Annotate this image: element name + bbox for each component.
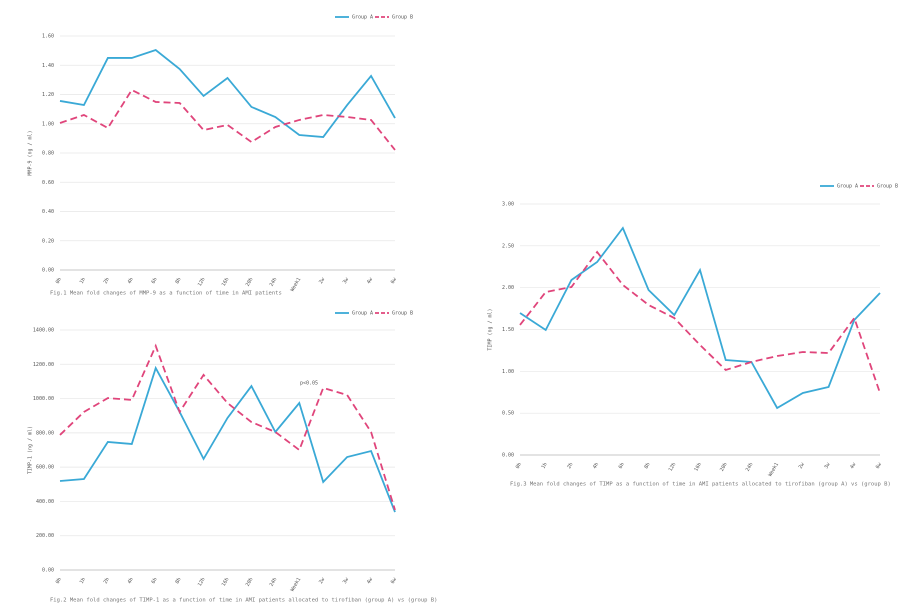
- x-tick-label: 1h: [79, 277, 87, 285]
- legend-label: Group A: [352, 311, 373, 317]
- x-tick-label: 6h: [618, 462, 626, 470]
- x-tick-label: 2h: [103, 277, 111, 285]
- y-tick-label: 600.00: [36, 465, 54, 471]
- y-tick-label: 0.40: [42, 209, 54, 215]
- x-tick-label: 6w: [390, 276, 399, 285]
- x-tick-label: 2h: [566, 462, 574, 470]
- y-tick-label: 3.00: [502, 202, 514, 208]
- y-tick-label: 1200.00: [33, 362, 54, 368]
- y-tick-label: 1000.00: [33, 396, 54, 402]
- x-tick-label: 6h: [151, 577, 159, 585]
- y-tick-label: 0.60: [42, 180, 54, 186]
- x-tick-label: 0h: [55, 277, 63, 285]
- x-tick-label: 2h: [103, 577, 111, 585]
- x-tick-label: 2w: [318, 276, 327, 285]
- x-tick-label: 24h: [745, 462, 755, 473]
- y-tick-label: 1400.00: [33, 328, 54, 334]
- x-tick-label: 8h: [643, 462, 651, 470]
- x-tick-label: 16h: [221, 577, 231, 588]
- y-tick-label: 0.50: [502, 411, 514, 417]
- series-line: [519, 250, 881, 394]
- y-tick-label: 800.00: [36, 430, 54, 436]
- series-line: [59, 88, 396, 151]
- x-tick-label: 12h: [197, 577, 207, 588]
- x-tick-label: 4w: [366, 576, 375, 585]
- y-axis-label: TIMP-1 (ng / ml): [28, 426, 34, 474]
- x-tick-label: Week1: [767, 462, 780, 478]
- x-tick-label: 0h: [55, 577, 63, 585]
- y-tick-label: 2.50: [502, 243, 514, 249]
- x-tick-label: 12h: [197, 277, 207, 288]
- x-tick-label: 20h: [245, 277, 255, 288]
- x-tick-label: 3w: [823, 461, 832, 470]
- x-tick-label: 4h: [127, 277, 135, 285]
- y-tick-label: 0.80: [42, 151, 54, 157]
- x-tick-label: 24h: [269, 577, 279, 588]
- y-tick-label: 0.00: [42, 268, 54, 274]
- x-tick-label: 3w: [342, 576, 351, 585]
- y-tick-label: 1.20: [42, 92, 54, 98]
- x-tick-label: 16h: [221, 277, 231, 288]
- x-tick-label: 4h: [592, 462, 600, 470]
- y-tick-label: 1.50: [502, 327, 514, 333]
- y-tick-label: 0.00: [42, 568, 54, 574]
- caption: Fig.3 Mean fold changes of TIMP as a fun…: [510, 482, 891, 488]
- x-tick-label: 6h: [151, 277, 159, 285]
- x-tick-label: Week1: [290, 577, 303, 593]
- x-tick-label: 3w: [342, 276, 351, 285]
- series-line: [519, 226, 881, 410]
- y-axis-label: MMP-9 (ng / ml): [28, 130, 34, 175]
- x-tick-label: 4w: [366, 276, 375, 285]
- y-tick-label: 1.00: [502, 369, 514, 375]
- series-line: [59, 365, 396, 513]
- x-tick-label: 20h: [719, 462, 729, 473]
- x-tick-label: 2w: [798, 461, 807, 470]
- x-tick-label: 2w: [318, 576, 327, 585]
- y-tick-label: 1.40: [42, 63, 54, 69]
- x-tick-label: 12h: [668, 462, 678, 473]
- y-tick-label: 1.00: [42, 121, 54, 127]
- x-tick-label: 8h: [174, 277, 182, 285]
- x-tick-label: 24h: [269, 277, 279, 288]
- x-tick-label: Week1: [290, 277, 303, 293]
- x-tick-label: 6w: [390, 576, 399, 585]
- legend-label: Group A: [352, 15, 373, 21]
- x-tick-label: 4h: [127, 577, 135, 585]
- legend-label: Group A: [837, 184, 858, 190]
- y-tick-label: 1.60: [42, 34, 54, 40]
- x-tick-label: 20h: [245, 577, 255, 588]
- y-axis-label: TIMP (ng / ml): [488, 308, 494, 350]
- legend-label: Group B: [392, 311, 413, 317]
- x-tick-label: 6w: [875, 461, 884, 470]
- x-tick-label: 16h: [693, 462, 703, 473]
- caption: Fig.2 Mean fold changes of TIMP-1 as a f…: [50, 598, 437, 604]
- x-tick-label: 4w: [849, 461, 858, 470]
- caption: Fig.1 Mean fold changes of MMP-9 as a fu…: [50, 291, 282, 297]
- x-tick-label: 0h: [515, 462, 523, 470]
- y-tick-label: 0.20: [42, 238, 54, 244]
- x-tick-label: 8h: [174, 577, 182, 585]
- y-tick-label: 2.00: [502, 285, 514, 291]
- y-tick-label: 0.00: [502, 453, 514, 459]
- y-tick-label: 200.00: [36, 533, 54, 539]
- legend-label: Group B: [877, 184, 898, 190]
- legend-label: Group B: [392, 15, 413, 21]
- series-line: [59, 343, 396, 511]
- x-tick-label: 1h: [541, 462, 549, 470]
- annotation: p<0.05: [300, 381, 318, 387]
- x-tick-label: 1h: [79, 577, 87, 585]
- y-tick-label: 400.00: [36, 499, 54, 505]
